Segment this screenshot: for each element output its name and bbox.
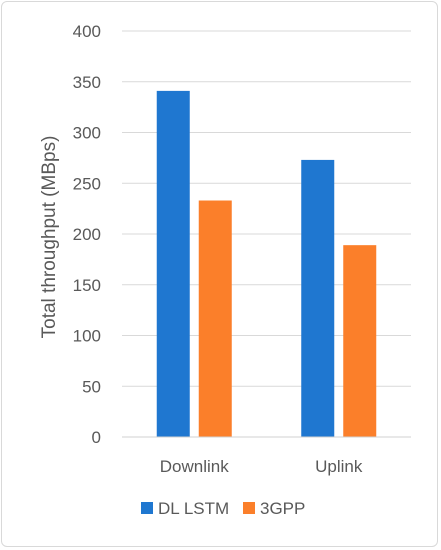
bars	[156, 90, 377, 437]
y-tick-label: 150	[73, 276, 101, 295]
y-tick-label: 0	[92, 428, 101, 447]
legend: DL LSTM 3GPP	[141, 499, 305, 518]
legend-swatch	[141, 502, 153, 514]
y-tick-label: 100	[73, 327, 101, 346]
x-tick-label: Uplink	[315, 457, 363, 476]
y-tick-label: 350	[73, 73, 101, 92]
y-tick-label: 400	[73, 22, 101, 41]
x-axis-ticks: Downlink Uplink	[160, 457, 363, 476]
x-tick-label: Downlink	[160, 457, 229, 476]
y-tick-label: 250	[73, 174, 101, 193]
legend-label: DL LSTM	[158, 499, 229, 518]
bar-3gpp-downlink	[198, 200, 232, 437]
bar-3gpp-uplink	[343, 245, 377, 437]
y-tick-label: 300	[73, 124, 101, 143]
bar-dl-lstm-downlink	[156, 90, 190, 437]
y-tick-label: 200	[73, 225, 101, 244]
y-tick-label: 50	[82, 377, 101, 396]
bar-dl-lstm-uplink	[301, 159, 335, 437]
y-axis-ticks: 0 50 100 150 200 250 300 350 400	[73, 22, 101, 447]
legend-swatch	[243, 502, 255, 514]
legend-label: 3GPP	[260, 499, 305, 518]
y-axis-label: Total throughput (MBps)	[39, 136, 60, 339]
